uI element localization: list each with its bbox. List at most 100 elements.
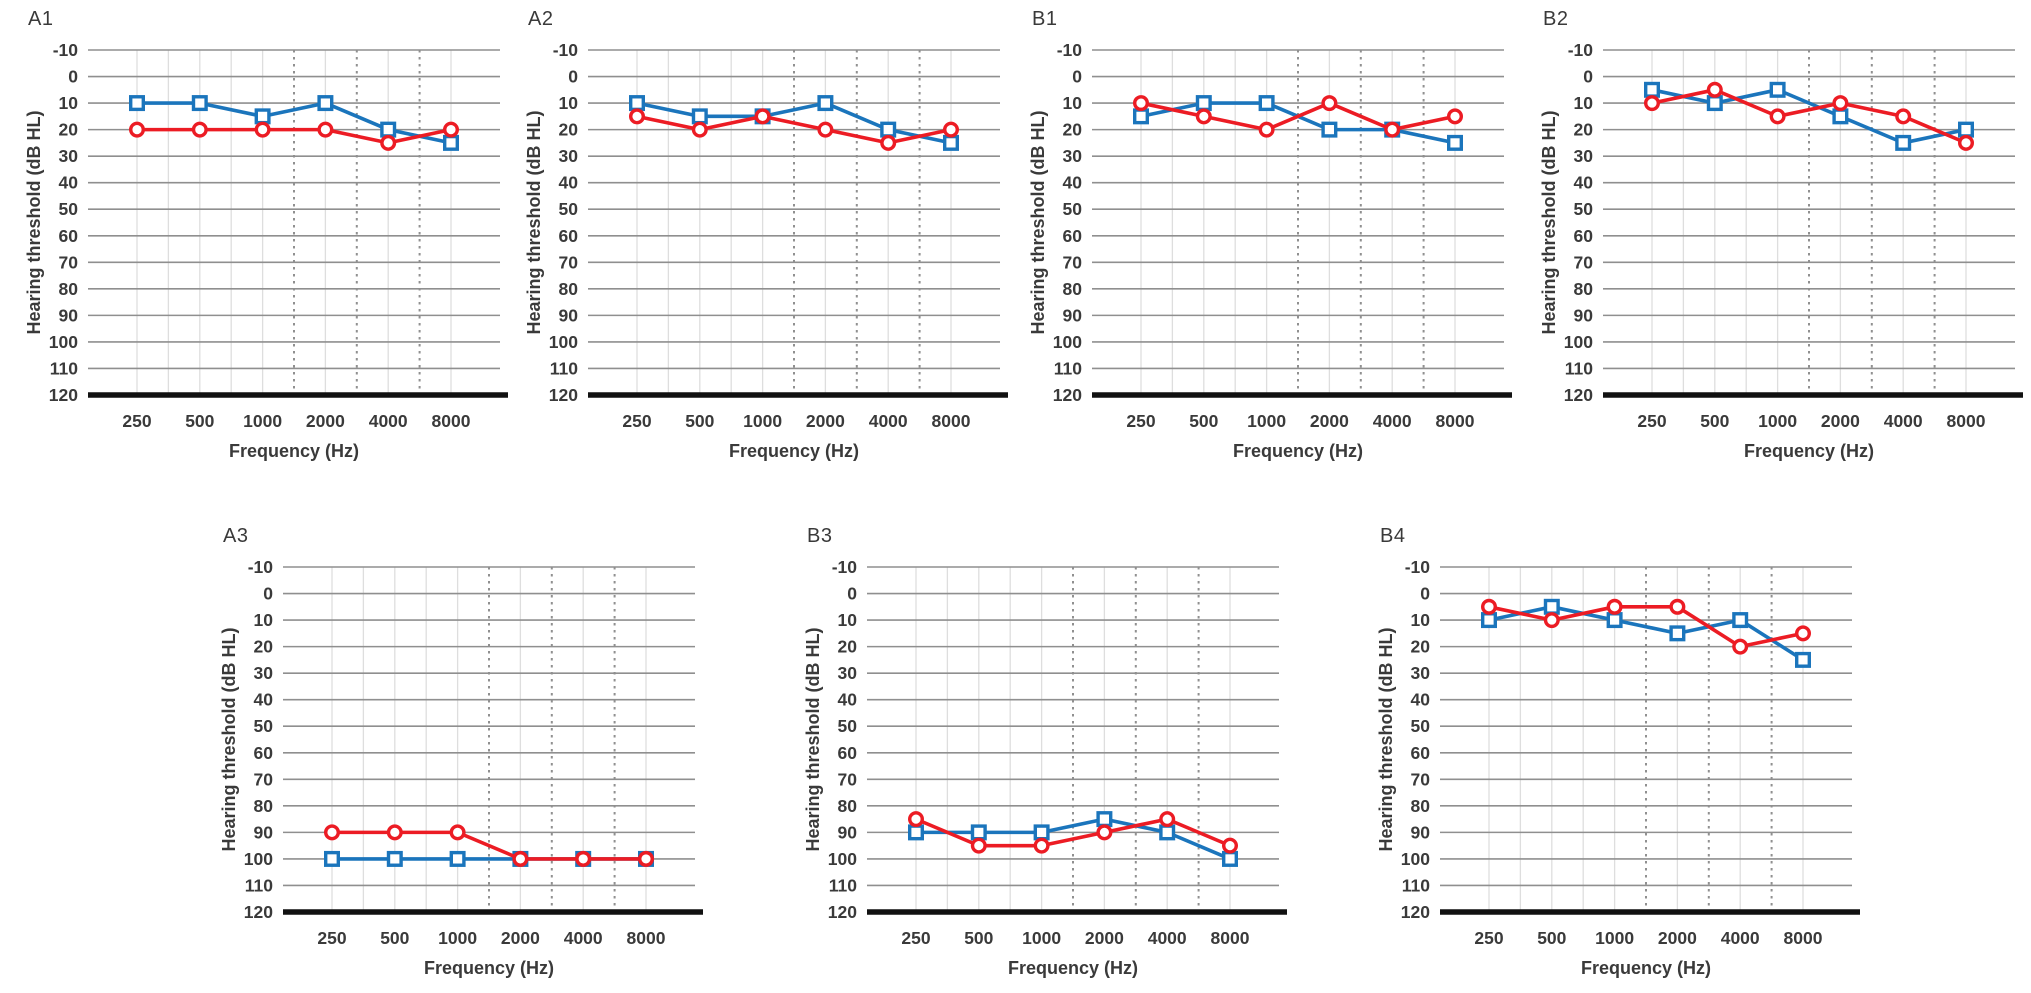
marker-circle <box>907 811 924 828</box>
panel-label-B4: B4 <box>1380 525 1406 547</box>
marker-circle <box>1769 108 1786 125</box>
y-tick-label: 50 <box>1411 716 1431 736</box>
series-line-circle <box>1487 605 1805 649</box>
y-tick-label: -10 <box>1568 40 1594 60</box>
marker-circle <box>638 850 655 867</box>
marker-square <box>880 121 897 138</box>
y-tick-label: 110 <box>1565 358 1593 378</box>
y-tick-label: 110 <box>1054 358 1082 378</box>
y-tick-label: 20 <box>254 637 274 657</box>
marker-circle <box>191 121 208 138</box>
y-axis-title: Hearing threshold (dB HL) <box>524 110 544 334</box>
x-tick-label: 4000 <box>1148 928 1187 948</box>
y-tick-label: 90 <box>1411 822 1431 842</box>
y-axis-title: Hearing threshold (dB HL) <box>24 110 44 334</box>
marker-square <box>443 134 460 151</box>
marker-square <box>1258 95 1275 112</box>
series-line-square <box>135 101 453 145</box>
x-tick-label: 1000 <box>438 928 477 948</box>
x-axis-title: Frequency (Hz) <box>1233 441 1363 461</box>
audiogram-plot-B1: -10 0 10 20 30 40 50 60 70 80 90 100 110 120 250 500 100… <box>1028 40 1512 461</box>
marker-square <box>817 95 834 112</box>
x-tick-label: 4000 <box>1884 411 1923 431</box>
x-tick-label: 250 <box>1126 411 1155 431</box>
y-tick-label: 20 <box>559 120 579 140</box>
y-tick-label: 20 <box>1411 637 1431 657</box>
audiogram-panel-B2: B2 -10 0 10 20 30 40 50 60 70 80 90 100 110 120 250 500… <box>1535 8 2031 480</box>
audiogram-plot-A2: -10 0 10 20 30 40 50 60 70 80 90 100 110 120 250 500 100… <box>524 40 1008 461</box>
marker-circle <box>970 837 987 854</box>
y-tick-label: 70 <box>838 769 858 789</box>
x-tick-label: 2000 <box>1821 411 1860 431</box>
marker-square <box>1159 824 1176 841</box>
y-tick-label: -10 <box>248 557 274 577</box>
x-tick-label: 2000 <box>1658 928 1697 948</box>
marker-circle <box>628 108 645 125</box>
y-tick-label: 100 <box>1053 332 1082 352</box>
x-tick-label: 500 <box>380 928 409 948</box>
y-tick-label: 50 <box>254 716 274 736</box>
x-tick-label: 4000 <box>869 411 908 431</box>
x-axis-title: Frequency (Hz) <box>729 441 859 461</box>
y-tick-label: 60 <box>1063 226 1083 246</box>
series-line-square <box>1139 101 1457 145</box>
marker-circle <box>128 121 145 138</box>
series-line-circle <box>1650 88 1968 145</box>
y-tick-label: -10 <box>1405 557 1431 577</box>
marker-circle <box>1480 598 1497 615</box>
marker-circle <box>691 121 708 138</box>
x-tick-label: 500 <box>964 928 993 948</box>
x-tick-label: 1000 <box>1022 928 1061 948</box>
y-tick-label: 110 <box>50 358 78 378</box>
y-tick-label: 0 <box>847 584 857 604</box>
series-line-circle <box>330 830 648 861</box>
y-tick-label: 10 <box>1574 93 1594 113</box>
x-tick-label: 500 <box>1189 411 1218 431</box>
y-axis-title: Hearing threshold (dB HL) <box>219 627 239 851</box>
y-axis-title: Hearing threshold (dB HL) <box>1028 110 1048 334</box>
marker-square <box>1132 108 1149 125</box>
audiogram-panel-A3: A3 -10 0 10 20 30 40 50 60 70 80 90 100 110 120 250 500… <box>215 525 725 993</box>
y-tick-label: 100 <box>244 849 273 869</box>
marker-circle <box>1447 108 1464 125</box>
marker-square <box>386 850 403 867</box>
x-tick-label: 8000 <box>1784 928 1823 948</box>
marker-square <box>1606 612 1623 629</box>
y-tick-label: 0 <box>1583 67 1593 87</box>
marker-square <box>1643 81 1660 98</box>
marker-circle <box>1795 625 1812 642</box>
x-tick-label: 8000 <box>932 411 971 431</box>
marker-square <box>1832 108 1849 125</box>
y-tick-label: 80 <box>1574 279 1594 299</box>
y-tick-label: 30 <box>59 146 79 166</box>
x-tick-label: 250 <box>1637 411 1666 431</box>
y-tick-label: 70 <box>1574 252 1594 272</box>
marker-circle <box>1543 612 1560 629</box>
marker-square <box>907 824 924 841</box>
y-tick-label: 120 <box>244 902 273 922</box>
y-tick-label: 70 <box>1411 769 1431 789</box>
panel-label-B1: B1 <box>1032 8 1058 30</box>
marker-circle <box>880 134 897 151</box>
y-tick-label: 100 <box>549 332 578 352</box>
y-tick-label: 120 <box>1053 385 1082 405</box>
panel-label-A2: A2 <box>528 8 554 30</box>
panel-label-B3: B3 <box>807 525 833 547</box>
series-line-square <box>635 101 953 145</box>
y-tick-label: 110 <box>829 875 857 895</box>
marker-circle <box>1606 598 1623 615</box>
marker-circle <box>1321 95 1338 112</box>
marker-circle <box>443 121 460 138</box>
y-tick-label: 0 <box>263 584 273 604</box>
audiogram-panel-B1: B1 -10 0 10 20 30 40 50 60 70 80 90 100 110 120 250 500… <box>1024 8 1534 480</box>
y-tick-label: 40 <box>59 173 79 193</box>
y-tick-label: 60 <box>559 226 579 246</box>
y-tick-label: 120 <box>49 385 78 405</box>
marker-circle <box>754 108 771 125</box>
marker-circle <box>1895 108 1912 125</box>
marker-circle <box>1732 638 1749 655</box>
series-line-square <box>914 817 1232 861</box>
marker-circle <box>1258 121 1275 138</box>
marker-square <box>1895 134 1912 151</box>
y-tick-label: 60 <box>1411 743 1431 763</box>
